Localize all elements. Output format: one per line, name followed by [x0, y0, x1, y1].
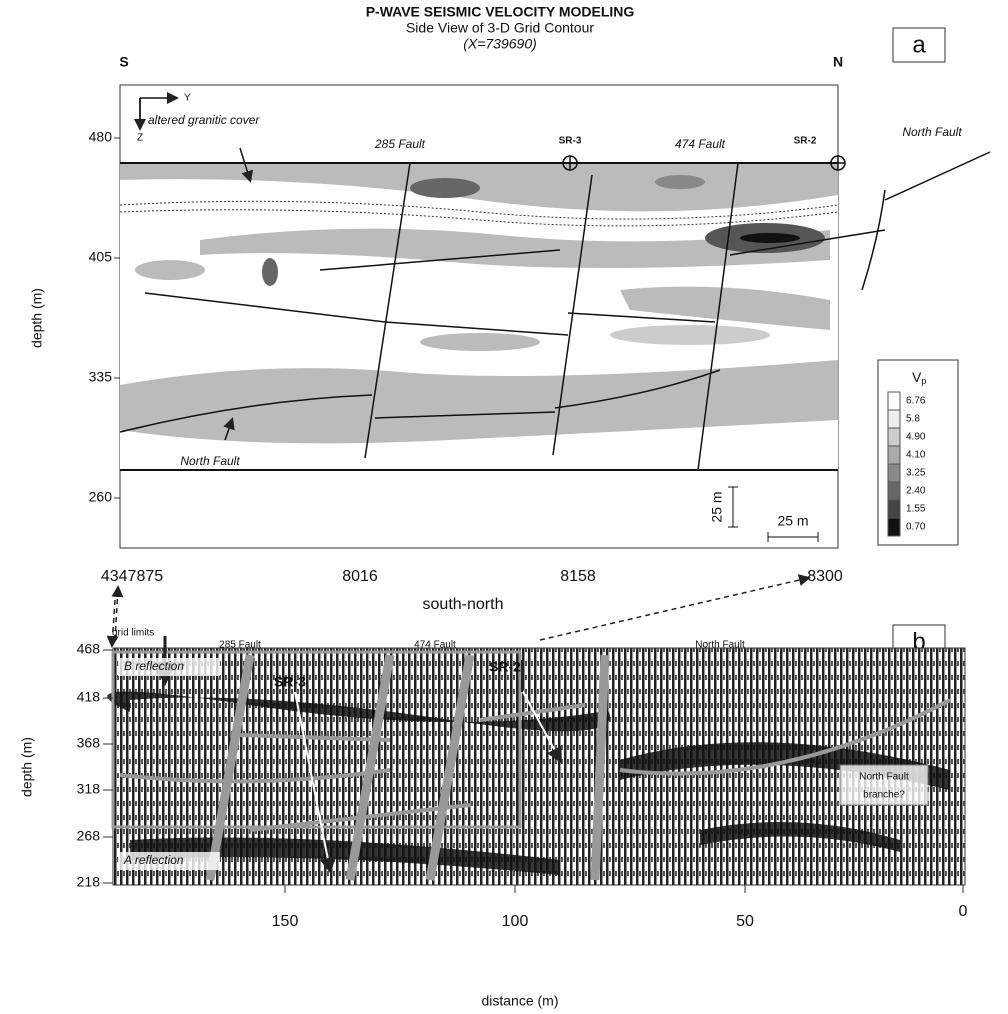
- coordinate: (X=739690): [463, 36, 537, 52]
- x-tick-label: 100: [502, 913, 529, 930]
- legend-swatch: [888, 410, 900, 428]
- y-axis-label: depth (m): [29, 288, 45, 348]
- legend-swatch: [888, 518, 900, 536]
- legend-swatch: [888, 500, 900, 518]
- x-tick-label: 8016: [342, 568, 378, 585]
- x-axis-label: south-north: [423, 596, 504, 613]
- annotation: SR-3: [274, 674, 306, 690]
- annotation: B reflection: [124, 659, 184, 673]
- annotation: 474 Fault: [675, 137, 726, 151]
- annotation: SR-2: [489, 659, 521, 675]
- x-tick-label: 8300: [807, 568, 843, 585]
- x-tick-label: 50: [736, 913, 754, 930]
- annotation: branche?: [863, 790, 905, 801]
- south-label: S: [119, 54, 128, 70]
- annotation: altered granitic cover: [148, 113, 260, 127]
- annotation: North Fault: [695, 640, 745, 651]
- y-tick-label: 268: [77, 828, 101, 844]
- y-tick-label: 260: [89, 489, 113, 505]
- y-tick-label: 418: [77, 689, 101, 705]
- y-tick-label: 480: [89, 129, 113, 145]
- legend-label: 3.25: [906, 468, 926, 479]
- subtitle: Side View of 3-D Grid Contour: [406, 20, 594, 36]
- legend-swatch: [888, 482, 900, 500]
- north-label: N: [833, 54, 843, 70]
- title: P-WAVE SEISMIC VELOCITY MODELING: [366, 4, 635, 20]
- annotation: 285 Fault: [219, 640, 261, 651]
- x-tick-label: 4347875: [101, 568, 163, 585]
- axis-y-label: Y: [184, 93, 191, 104]
- legend-label: 2.40: [906, 486, 926, 497]
- annotation: North Fault: [902, 125, 962, 139]
- legend-label: 5.8: [906, 414, 920, 425]
- legend-swatch: [888, 446, 900, 464]
- legend-label: 1.55: [906, 504, 926, 515]
- y-tick-label: 368: [77, 735, 101, 751]
- legend-label: 4.90: [906, 432, 926, 443]
- annotation: 474 Fault: [414, 640, 456, 651]
- annotation: SR-3: [559, 136, 582, 147]
- y-tick-label: 405: [89, 249, 113, 265]
- annotation: North Fault: [859, 772, 909, 783]
- legend-swatch: [888, 464, 900, 482]
- legend-label: 4.10: [906, 450, 926, 461]
- annotation: 285 Fault: [374, 137, 426, 151]
- annotation: grid limits: [112, 628, 154, 639]
- legend-swatch: [888, 428, 900, 446]
- figure: P-WAVE SEISMIC VELOCITY MODELING Side Vi…: [0, 0, 1008, 1014]
- x-tick-label: 150: [272, 913, 299, 930]
- scale-bar-horizontal: 25 m: [777, 513, 808, 529]
- panel-label: a: [912, 31, 926, 58]
- annotation: North Fault: [180, 454, 240, 468]
- scale-bar-vertical: 25 m: [709, 491, 725, 522]
- y-tick-label: 218: [77, 874, 101, 890]
- x-tick-label: 0: [959, 903, 968, 920]
- y-tick-label: 335: [89, 369, 113, 385]
- contour: [120, 163, 838, 470]
- y-tick-label: 318: [77, 781, 101, 797]
- legend-label: 6.76: [906, 396, 926, 407]
- axis-z-label: Z: [137, 133, 143, 144]
- annotation: A reflection: [123, 853, 184, 867]
- annotation: SR-2: [794, 136, 817, 147]
- x-axis-label: distance (m): [481, 993, 558, 1009]
- y-tick-label: 468: [77, 641, 101, 657]
- legend-swatch: [888, 392, 900, 410]
- legend-label: 0.70: [906, 522, 926, 533]
- x-tick-label: 8158: [560, 568, 596, 585]
- y-axis-label: depth (m): [19, 737, 35, 797]
